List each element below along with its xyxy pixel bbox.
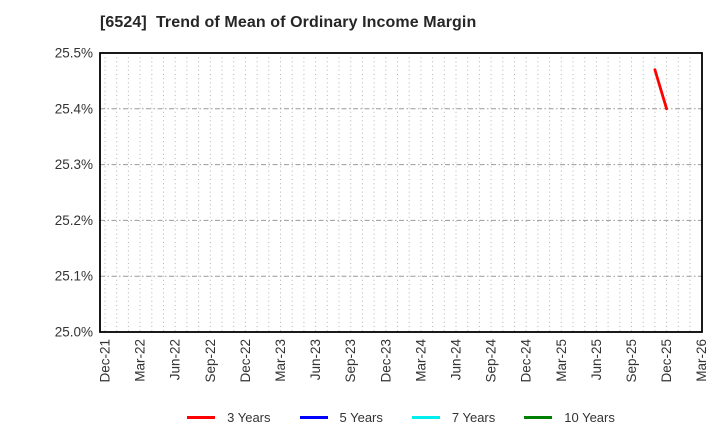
x-axis-tick-label: Jun-25: [589, 339, 604, 380]
x-axis-tick-label: Jun-22: [168, 339, 183, 380]
legend-label: 5 Years: [339, 409, 383, 425]
y-axis-tick-label: 25.3%: [55, 157, 93, 172]
x-axis-tick-label: Sep-23: [343, 339, 358, 383]
y-axis-tick-label: 25.2%: [55, 213, 93, 228]
x-axis-tick-label: Dec-21: [98, 339, 113, 383]
x-axis-tick-label: Mar-23: [273, 339, 288, 382]
x-axis-tick-label: Dec-24: [519, 339, 534, 383]
y-axis-tick-label: 25.4%: [55, 101, 93, 116]
legend-label: 7 Years: [451, 409, 496, 425]
series-line-3-years: [653, 68, 668, 111]
chart-title: [6524] Trend of Mean of Ordinary Income …: [100, 14, 477, 31]
legend-item-7-years: 7 Years: [411, 409, 496, 425]
y-axis-tick-label: 25.0%: [55, 325, 93, 340]
legend-label: 10 Years: [564, 409, 615, 425]
x-axis-tick-label: Dec-25: [659, 339, 674, 383]
x-axis-tick-label: Sep-22: [203, 339, 218, 383]
legend-item-3-years: 3 Years: [187, 409, 271, 425]
x-axis-tick-label: Mar-22: [133, 339, 148, 382]
legend-item-5-years: 5 Years: [299, 409, 383, 425]
x-axis-tick-label: Sep-24: [484, 339, 499, 383]
legend-item-10-years: 10 Years: [524, 410, 615, 425]
x-axis-tick-label: Dec-23: [378, 339, 393, 383]
legend: 3 Years 5 Years 7 Years 10 Years: [100, 406, 702, 428]
legend-swatch-icon: [524, 415, 553, 419]
legend-swatch-icon: [411, 415, 440, 419]
x-axis-tick-label: Mar-26: [694, 339, 709, 382]
legend-swatch-icon: [299, 415, 328, 419]
x-axis-tick-label: Mar-24: [413, 339, 428, 382]
x-axis-tick-label: Mar-25: [554, 339, 569, 382]
x-axis-tick-label: Dec-22: [238, 339, 253, 383]
x-axis-tick-label: Sep-25: [624, 339, 639, 383]
legend-swatch-icon: [187, 415, 216, 419]
plot-border: [99, 52, 703, 333]
y-axis-tick-label: 25.5%: [55, 46, 93, 61]
legend-label: 3 Years: [227, 409, 271, 425]
x-axis-tick-label: Jun-24: [449, 339, 464, 381]
x-axis-tick-label: Jun-23: [308, 339, 323, 380]
y-axis-tick-label: 25.1%: [55, 269, 93, 284]
